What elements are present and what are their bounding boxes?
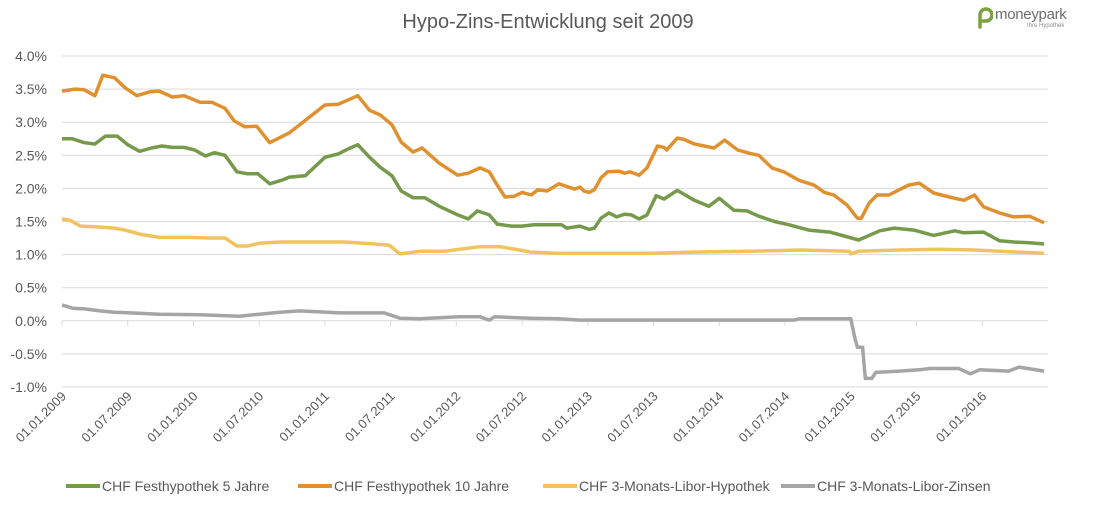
chart-title: Hypo-Zins-Entwicklung seit 2009 xyxy=(402,11,693,33)
x-tick-label: 01.01.2015 xyxy=(801,389,858,446)
y-tick-label: 2.0% xyxy=(15,180,47,196)
series-line-3 xyxy=(61,217,1045,256)
legend-item: CHF 3-Monats-Libor-Hypothek xyxy=(543,478,771,494)
series-lines xyxy=(61,73,1045,381)
legend-item: CHF Festhypothek 5 Jahre xyxy=(66,478,270,494)
series-line-2 xyxy=(61,73,1045,225)
x-tick-label: 01.07.2011 xyxy=(342,389,398,445)
y-tick-label: 3.5% xyxy=(15,81,47,97)
x-tick-label: 01.07.2013 xyxy=(604,389,661,446)
x-tick-label: 01.07.2009 xyxy=(78,389,135,446)
series-line-1 xyxy=(62,134,1045,246)
y-tick-label: 0.5% xyxy=(15,280,47,296)
y-axis: -1.0% -0.5% 0.0% 0.5% 1.0% 1.5% 2.0% 2.5% 3.0% 3.… xyxy=(10,48,47,395)
x-tick-label: 01.07.2014 xyxy=(736,389,793,446)
y-tick-label: 4.0% xyxy=(15,48,47,64)
x-tick-label: 01.07.2010 xyxy=(210,389,267,446)
x-tick-label: 01.07.2015 xyxy=(867,389,924,446)
x-tick-label: 01.01.2016 xyxy=(933,389,990,446)
x-tick-label: 01.07.2012 xyxy=(473,389,530,446)
logo-name: moneypark xyxy=(995,6,1067,23)
moneypark-logo: moneypark Ihre Hypothek xyxy=(975,4,1085,34)
y-tick-label: 3.0% xyxy=(15,114,47,130)
gridlines xyxy=(62,55,1048,388)
legend-label: CHF 3-Monats-Libor-Hypothek xyxy=(579,478,771,494)
x-tick-label: 01.01.2009 xyxy=(12,389,69,446)
x-tick-label: 01.01.2012 xyxy=(407,389,464,446)
x-tick-label: 01.01.2013 xyxy=(538,389,595,446)
series-line-4 xyxy=(61,303,1045,381)
y-tick-label: -0.5% xyxy=(10,346,47,362)
x-tick-label: 01.01.2010 xyxy=(144,389,201,446)
legend-label: CHF Festhypothek 10 Jahre xyxy=(334,478,509,494)
legend-label: CHF 3-Monats-Libor-Zinsen xyxy=(817,478,991,494)
legend-item: CHF Festhypothek 10 Jahre xyxy=(298,478,509,494)
legend-label: CHF Festhypothek 5 Jahre xyxy=(102,478,270,494)
legend: CHF Festhypothek 5 Jahre CHF Festhypothek… xyxy=(66,478,991,494)
x-tick-label: 01.01.2014 xyxy=(670,389,727,446)
y-tick-label: 0.0% xyxy=(15,313,47,329)
x-axis: 01.01.2009 01.07.2009 01.01.2010 01.07.2010… xyxy=(12,320,990,446)
legend-item: CHF 3-Monats-Libor-Zinsen xyxy=(781,478,991,494)
y-tick-label: 2.5% xyxy=(15,147,47,163)
y-tick-label: 1.5% xyxy=(15,214,47,230)
y-tick-label: -1.0% xyxy=(10,379,47,395)
y-tick-label: 1.0% xyxy=(15,247,47,263)
logo-p-icon xyxy=(978,7,993,29)
logo-tagline: Ihre Hypothek xyxy=(1027,23,1065,29)
x-tick-label: 01.01.2011 xyxy=(276,389,332,445)
